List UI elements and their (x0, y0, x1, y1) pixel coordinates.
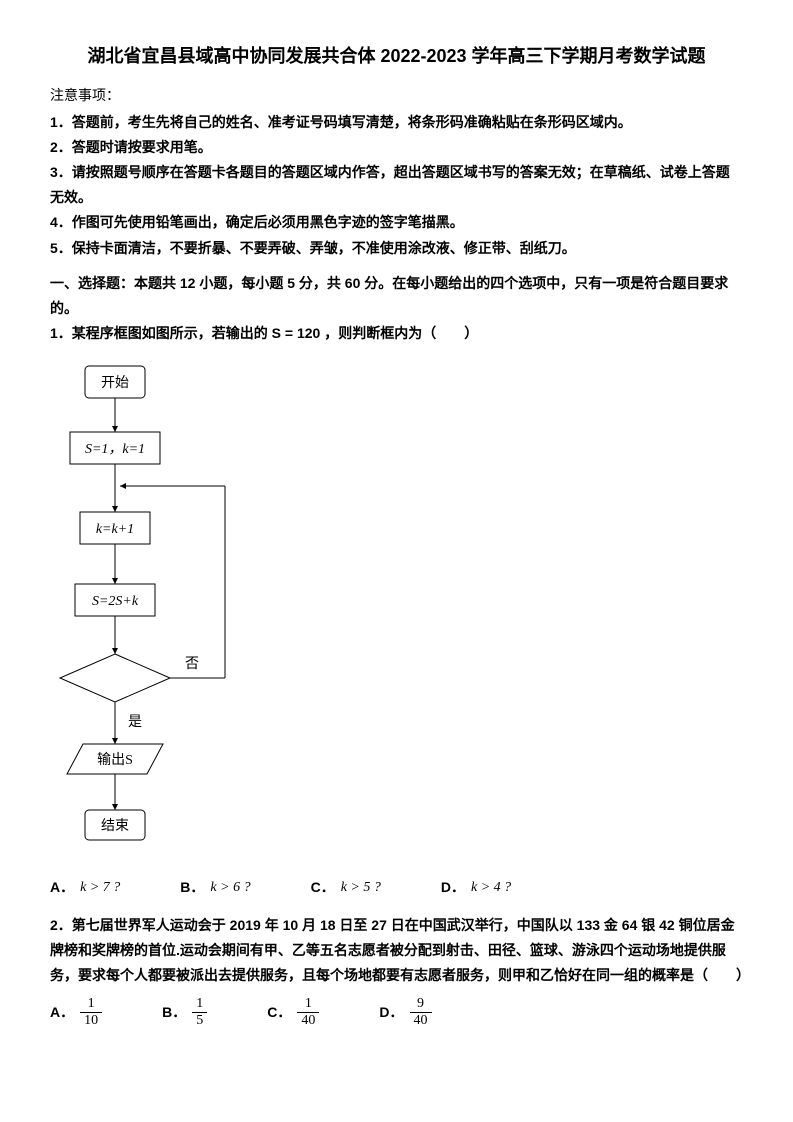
q2-options: A． 1 10 B． 1 5 C． 1 40 D． 9 40 (50, 996, 743, 1028)
opt-b-label-2: B． (162, 1000, 186, 1025)
opt-b-label: B． (180, 875, 204, 900)
label-init: S=1，k=1 (85, 442, 145, 457)
flowchart: 开始 S=1，k=1 k=k+1 S=2S+k 否 是 输出S 结束 (50, 356, 743, 865)
section-1-head: 一、选择题：本题共 12 小题，每小题 5 分，共 60 分。在每小题给出的四个… (50, 271, 743, 321)
q1-option-b: B． k > 6 ? (180, 875, 250, 900)
opt-a-label: A． (50, 875, 74, 900)
question-2: 2．第七届世界军人运动会于 2019 年 10 月 18 日至 27 日在中国武… (50, 913, 743, 989)
notice-2: 2．答题时请按要求用笔。 (50, 135, 743, 160)
opt-d-label-2: D． (379, 1000, 403, 1025)
frac-b-den: 5 (192, 1013, 207, 1028)
q1-option-a: A． k > 7 ? (50, 875, 120, 900)
opt-d-label: D． (441, 875, 465, 900)
q1-option-c: C． k > 5 ? (311, 875, 381, 900)
frac-c: 1 40 (297, 996, 319, 1028)
notice-1: 1．答题前，考生先将自己的姓名、准考证号码填写清楚，将条形码准确粘贴在条形码区域… (50, 110, 743, 135)
frac-c-num: 1 (297, 996, 319, 1012)
opt-c-label: C． (311, 875, 335, 900)
label-yes: 是 (128, 715, 142, 730)
frac-c-den: 40 (297, 1013, 319, 1028)
notice-head: 注意事项： (50, 84, 743, 109)
opt-d-text: k > 4 ? (471, 875, 511, 900)
label-end: 结束 (101, 818, 129, 834)
q1-options: A． k > 7 ? B． k > 6 ? C． k > 5 ? D． k > … (50, 875, 743, 900)
frac-d-den: 40 (410, 1013, 432, 1028)
frac-b-num: 1 (192, 996, 207, 1012)
label-no: 否 (185, 657, 199, 672)
notice-3: 3．请按照题号顺序在答题卡各题目的答题区域内作答，超出答题区域书写的答案无效；在… (50, 160, 743, 210)
frac-d: 9 40 (410, 996, 432, 1028)
label-inc: k=k+1 (96, 522, 134, 537)
frac-a: 1 10 (80, 996, 102, 1028)
q1-text: 1．某程序框图如图所示，若输出的 S = 120 ，则判断框内为（ ） (50, 325, 478, 341)
notice-4: 4．作图可先使用铅笔画出，确定后必须用黑色字迹的签字笔描黑。 (50, 210, 743, 235)
flowchart-svg: 开始 S=1，k=1 k=k+1 S=2S+k 否 是 输出S 结束 (50, 356, 270, 856)
q2-option-d: D． 9 40 (379, 996, 431, 1028)
label-calc: S=2S+k (92, 594, 139, 609)
q2-option-c: C． 1 40 (267, 996, 319, 1028)
notice-5: 5．保持卡面清洁，不要折暴、不要弄破、弄皱，不准使用涂改液、修正带、刮纸刀。 (50, 236, 743, 261)
question-1: 1．某程序框图如图所示，若输出的 S = 120 ，则判断框内为（ ） (50, 321, 743, 346)
opt-a-text: k > 7 ? (80, 875, 120, 900)
q2-option-a: A． 1 10 (50, 996, 102, 1028)
q2-option-b: B． 1 5 (162, 996, 207, 1028)
frac-a-den: 10 (80, 1013, 102, 1028)
opt-c-label-2: C． (267, 1000, 291, 1025)
page-title: 湖北省宜昌县域高中协同发展共合体 2022-2023 学年高三下学期月考数学试题 (50, 40, 743, 72)
opt-c-text: k > 5 ? (341, 875, 381, 900)
q2-text: 2．第七届世界军人运动会于 2019 年 10 月 18 日至 27 日在中国武… (50, 917, 750, 983)
opt-a-label-2: A． (50, 1000, 74, 1025)
label-start: 开始 (101, 375, 129, 391)
frac-b: 1 5 (192, 996, 207, 1028)
node-cond (60, 654, 170, 702)
frac-d-num: 9 (410, 996, 432, 1012)
opt-b-text: k > 6 ? (210, 875, 250, 900)
label-out: 输出S (97, 752, 133, 768)
q1-option-d: D． k > 4 ? (441, 875, 511, 900)
frac-a-num: 1 (80, 996, 102, 1012)
